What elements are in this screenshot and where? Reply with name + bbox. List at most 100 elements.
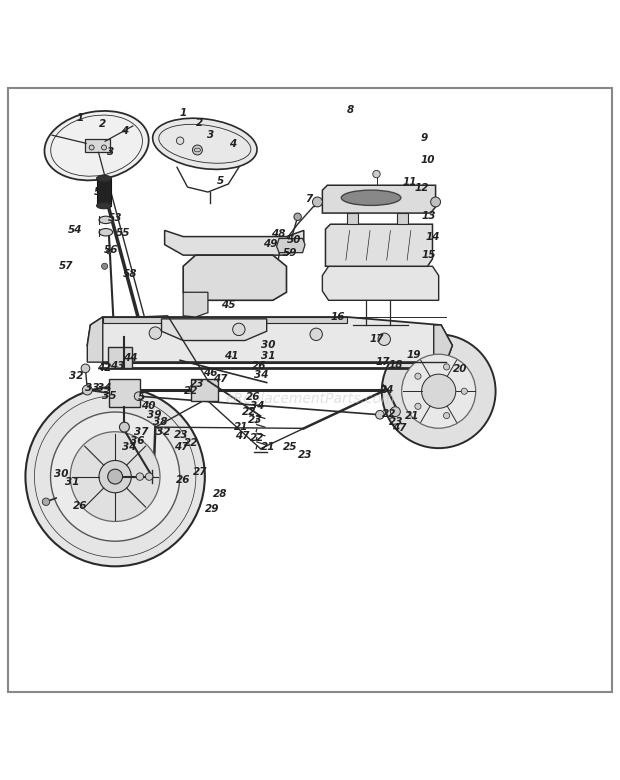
Circle shape [415,373,421,379]
Text: 15: 15 [422,250,436,261]
Circle shape [378,333,391,346]
Text: 23: 23 [389,417,404,427]
Text: 45: 45 [221,300,236,310]
Polygon shape [103,317,347,323]
Text: 2: 2 [197,118,203,128]
Text: 10: 10 [420,155,435,165]
Text: 1: 1 [180,108,187,118]
Text: 8: 8 [347,105,354,115]
Circle shape [232,323,245,335]
Text: 22: 22 [382,409,396,419]
Circle shape [81,364,90,373]
Text: 39: 39 [147,410,161,420]
Text: 25: 25 [283,442,298,452]
Circle shape [192,145,202,155]
Text: 59: 59 [283,248,298,257]
Text: 30: 30 [54,469,69,479]
Text: 9: 9 [421,133,428,143]
Circle shape [82,385,92,395]
Circle shape [89,145,94,150]
Circle shape [422,374,456,408]
Text: 41: 41 [224,351,238,361]
Text: 47: 47 [392,424,407,434]
Polygon shape [277,239,305,253]
Circle shape [415,403,421,410]
Polygon shape [108,346,133,368]
Text: 48: 48 [270,229,285,239]
Polygon shape [86,140,110,152]
Text: 47: 47 [174,442,188,452]
Text: 24: 24 [380,385,394,395]
Circle shape [176,137,184,144]
Polygon shape [87,317,452,362]
Circle shape [376,410,384,419]
Text: 12: 12 [414,183,428,193]
Text: 17: 17 [370,335,384,344]
Text: 34: 34 [97,382,112,392]
Text: 7: 7 [305,194,312,204]
Polygon shape [165,230,304,255]
Text: 5: 5 [138,392,145,402]
Circle shape [461,388,467,395]
Text: 22: 22 [184,438,198,448]
Polygon shape [183,255,286,300]
Text: 31: 31 [64,477,79,487]
Text: 55: 55 [116,228,130,238]
Text: 19: 19 [407,350,421,360]
Text: 46: 46 [203,367,217,378]
Circle shape [120,422,130,432]
Text: 22: 22 [242,407,257,417]
Text: 29: 29 [205,504,219,514]
Text: 35: 35 [102,392,116,401]
Text: eReplacementParts.com: eReplacementParts.com [225,392,395,406]
Ellipse shape [45,111,149,180]
Circle shape [312,197,322,207]
Text: 42: 42 [97,363,112,374]
Text: 32: 32 [156,427,170,437]
Circle shape [443,413,449,419]
Text: 26: 26 [73,502,87,512]
Text: 43: 43 [110,361,124,371]
Text: 26: 26 [176,475,190,484]
Text: 4: 4 [229,139,236,149]
Text: 26: 26 [252,361,267,371]
Ellipse shape [99,229,113,236]
Circle shape [25,387,205,566]
Text: 1: 1 [76,113,84,122]
Circle shape [108,470,123,484]
Polygon shape [322,185,436,213]
Text: 13: 13 [422,211,436,221]
Text: 22: 22 [250,433,265,443]
Circle shape [107,249,112,254]
Text: 57: 57 [58,261,73,271]
Text: 18: 18 [388,360,402,370]
Ellipse shape [99,216,113,224]
Circle shape [402,354,476,428]
Text: 3: 3 [107,147,115,157]
Polygon shape [397,213,408,224]
Text: 47: 47 [213,374,228,384]
Text: 14: 14 [425,232,440,242]
Circle shape [70,432,160,522]
Polygon shape [183,292,208,317]
Text: 3: 3 [208,130,215,140]
Text: 23: 23 [298,450,312,460]
Circle shape [391,406,401,417]
Text: 36: 36 [130,436,144,445]
Polygon shape [109,380,140,406]
Text: 54: 54 [68,225,82,236]
Text: 26: 26 [246,392,260,402]
Text: 27: 27 [193,466,207,477]
Text: 50: 50 [287,236,302,245]
Circle shape [135,392,143,400]
Circle shape [99,460,131,493]
Text: 2: 2 [99,119,107,129]
Circle shape [382,335,495,448]
Text: 34: 34 [122,442,136,452]
Text: 30: 30 [260,340,275,350]
Ellipse shape [97,203,112,209]
Polygon shape [347,213,358,224]
Text: 21: 21 [234,422,248,432]
Text: 44: 44 [123,353,138,363]
Text: 32: 32 [69,371,84,381]
